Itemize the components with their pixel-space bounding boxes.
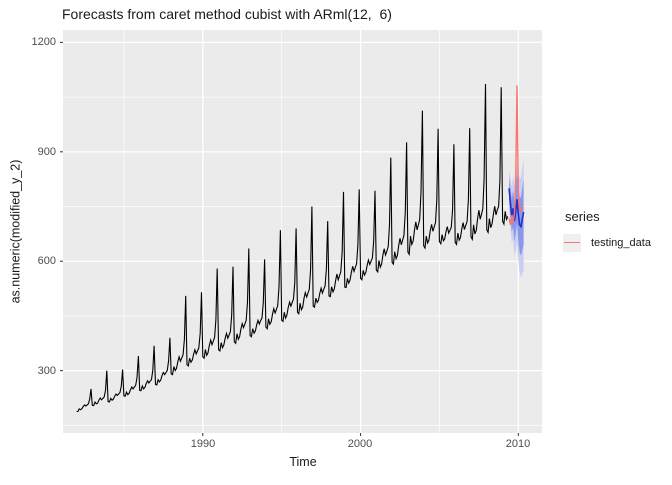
- x-tick-label-1990: 1990: [190, 438, 216, 450]
- y-tick-label-1200: 1200: [31, 36, 56, 48]
- interval-band-80: [509, 175, 524, 256]
- y-tick-label-900: 900: [37, 146, 56, 158]
- legend-key-swatch: [563, 234, 581, 252]
- y-tick-label-600: 600: [37, 255, 56, 267]
- history-line: [76, 83, 509, 413]
- testing-data-line: [508, 85, 523, 225]
- panel-background: [63, 30, 542, 433]
- plot-title: Forecasts from caret method cubist with …: [62, 6, 392, 22]
- x-axis-label: Time: [289, 455, 317, 469]
- x-tick-label-2000: 2000: [347, 438, 373, 450]
- legend-title: series: [565, 209, 600, 224]
- testing-data-line-icon: [564, 242, 580, 243]
- y-tick-label-300: 300: [37, 365, 56, 377]
- x-tick-label-2010: 2010: [505, 438, 531, 450]
- forecast-mean-line: [508, 188, 525, 229]
- legend-label-testing-data: testing_data: [591, 237, 651, 249]
